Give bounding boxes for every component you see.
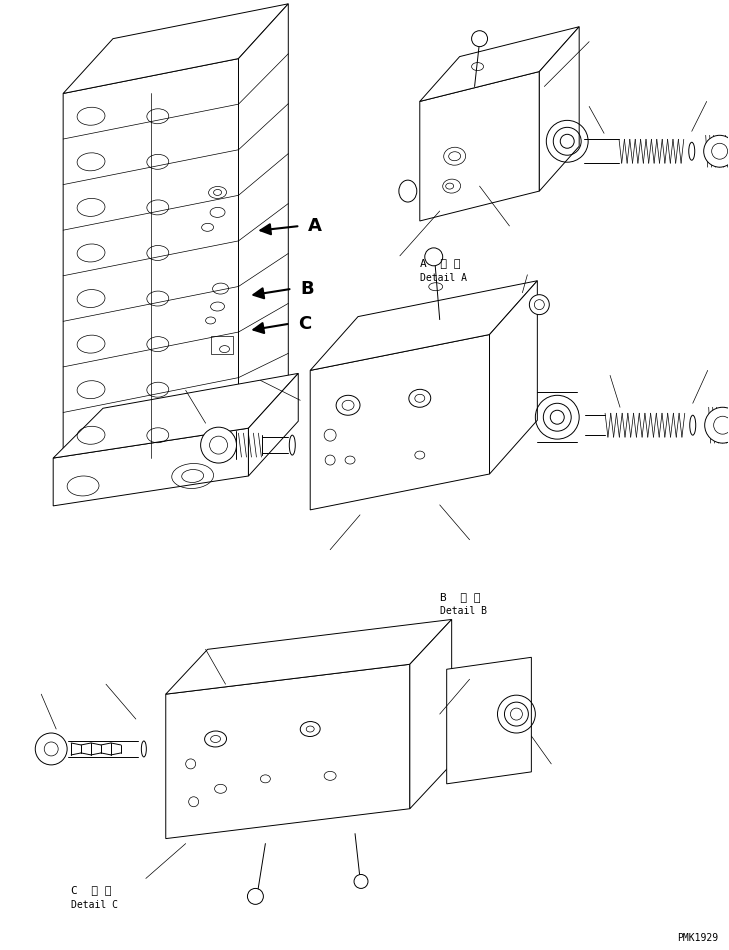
Text: Detail A: Detail A bbox=[420, 273, 467, 283]
Text: Detail B: Detail B bbox=[440, 606, 487, 617]
Polygon shape bbox=[63, 4, 288, 93]
Circle shape bbox=[534, 299, 545, 310]
Circle shape bbox=[35, 733, 67, 765]
Polygon shape bbox=[447, 657, 531, 784]
Circle shape bbox=[189, 797, 198, 807]
Text: PMK1929: PMK1929 bbox=[677, 933, 719, 943]
Circle shape bbox=[210, 436, 227, 454]
Polygon shape bbox=[539, 27, 579, 191]
Polygon shape bbox=[420, 71, 539, 221]
Circle shape bbox=[712, 143, 728, 160]
Bar bbox=[211, 336, 233, 354]
Text: B  詳 細: B 詳 細 bbox=[440, 592, 480, 601]
Circle shape bbox=[186, 759, 195, 769]
Circle shape bbox=[703, 135, 729, 167]
Polygon shape bbox=[165, 664, 410, 839]
Polygon shape bbox=[420, 27, 579, 102]
Polygon shape bbox=[238, 4, 288, 423]
Text: C  詳 細: C 詳 細 bbox=[71, 885, 112, 896]
Circle shape bbox=[200, 428, 236, 463]
Circle shape bbox=[247, 888, 263, 904]
Circle shape bbox=[705, 408, 729, 443]
Polygon shape bbox=[53, 428, 249, 506]
Polygon shape bbox=[249, 373, 298, 476]
Polygon shape bbox=[410, 619, 452, 808]
Polygon shape bbox=[63, 59, 238, 458]
Circle shape bbox=[472, 30, 488, 47]
Text: C: C bbox=[298, 314, 311, 332]
Circle shape bbox=[44, 742, 58, 756]
Text: A: A bbox=[308, 217, 322, 235]
Circle shape bbox=[425, 248, 443, 266]
Circle shape bbox=[324, 429, 336, 441]
Circle shape bbox=[529, 294, 549, 314]
Circle shape bbox=[354, 874, 368, 888]
Polygon shape bbox=[53, 373, 298, 458]
Polygon shape bbox=[165, 619, 452, 694]
Polygon shape bbox=[311, 334, 489, 510]
Text: A  詳 細: A 詳 細 bbox=[420, 257, 460, 268]
Text: B: B bbox=[300, 279, 314, 297]
Circle shape bbox=[325, 455, 335, 465]
Circle shape bbox=[714, 416, 729, 434]
Polygon shape bbox=[489, 281, 537, 474]
Text: Detail C: Detail C bbox=[71, 901, 118, 910]
Polygon shape bbox=[311, 281, 537, 370]
